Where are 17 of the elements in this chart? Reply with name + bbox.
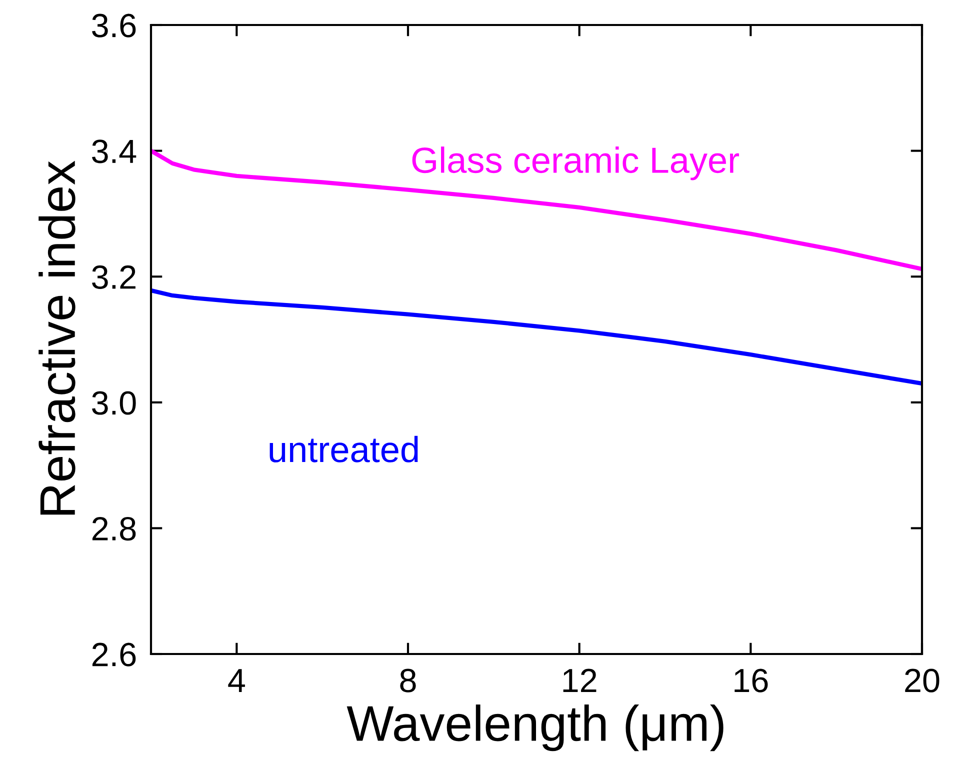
text: untreated xyxy=(270,436,418,462)
y-tick-label: 3.4 xyxy=(92,140,136,164)
x-tick-label: 4 xyxy=(228,669,245,692)
series-label: Glass ceramic Layer xyxy=(412,146,740,180)
x-tick-label: 16 xyxy=(734,668,768,692)
y-axis-title: Refractive index xyxy=(38,160,76,515)
y-tick-label: 2.8 xyxy=(92,517,136,541)
x-tick-label: 12 xyxy=(563,668,596,692)
x-tick-label: 8 xyxy=(400,668,416,692)
line-series xyxy=(151,288,922,386)
line-series xyxy=(151,148,922,272)
y-tick-label: 3.6 xyxy=(92,14,136,38)
y-tick-label: 3.2 xyxy=(92,265,136,290)
x-tick-label: 20 xyxy=(905,668,940,692)
x-axis-title: Wavelength (μm) xyxy=(346,704,724,752)
y-tick-label: 2.6 xyxy=(92,642,136,666)
y-tick-label: 3.0 xyxy=(92,391,136,415)
